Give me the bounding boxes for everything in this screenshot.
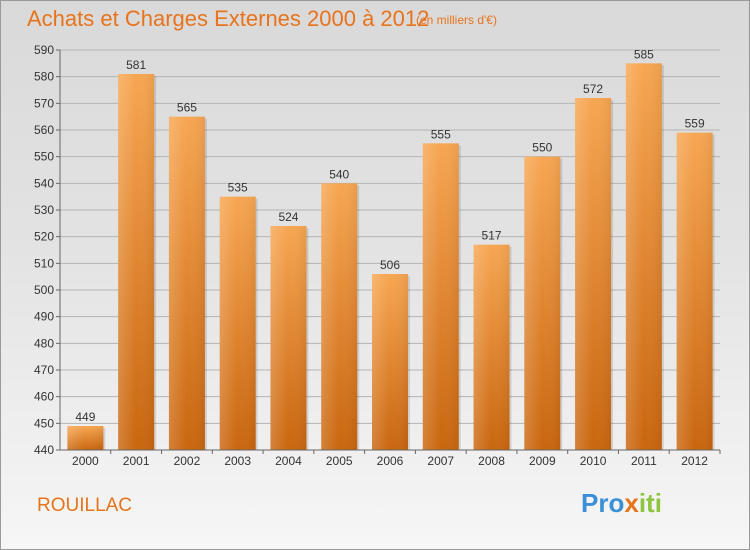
data-label: 581	[126, 58, 146, 72]
data-label: 517	[482, 229, 502, 243]
chart-subtitle: (en milliers d'€)	[416, 13, 497, 27]
axis-layer: 440 450 460 470 480 490 500 510 520 530 540 550 560 5…	[34, 43, 721, 468]
bar-shine	[321, 183, 358, 451]
y-tick-label: 490	[34, 310, 54, 324]
data-label: 449	[75, 410, 95, 424]
y-tick-label: 570	[34, 96, 54, 110]
bar-shine	[219, 196, 256, 450]
labels-layer: 449 581 565 535 524 540 506 555 517 550 572 585 559	[75, 47, 705, 424]
chart-title: Achats et Charges Externes 2000 à 2012	[27, 6, 430, 31]
bars-layer	[67, 63, 715, 451]
y-tick-label: 500	[34, 283, 54, 297]
x-tick-label: 2012	[681, 454, 708, 468]
y-tick-label: 470	[34, 363, 54, 377]
bar-shine	[676, 132, 713, 450]
x-tick-label: 2010	[580, 454, 607, 468]
bar-shine	[473, 244, 510, 450]
data-label: 555	[431, 127, 451, 141]
data-label: 572	[583, 82, 603, 96]
x-tick-label: 2008	[478, 454, 505, 468]
bar-shine	[67, 426, 104, 450]
bar-shine	[118, 74, 155, 450]
bar-shine	[422, 143, 459, 451]
x-tick-label: 2000	[72, 454, 99, 468]
y-tick-label: 560	[34, 123, 54, 137]
y-tick-label: 440	[34, 443, 54, 457]
y-tick-label: 520	[34, 230, 54, 244]
y-tick-label: 460	[34, 390, 54, 404]
bar-shine	[270, 226, 307, 450]
data-label: 565	[177, 101, 197, 115]
bar-shine	[524, 156, 561, 450]
commune-name: ROUILLAC	[37, 495, 133, 516]
x-tick-label: 2004	[275, 454, 302, 468]
bar-shine	[372, 274, 408, 450]
data-label: 559	[685, 117, 705, 131]
data-label: 524	[278, 210, 298, 224]
data-label: 550	[532, 141, 552, 155]
bar-shine	[168, 116, 205, 451]
bar-shine	[575, 98, 612, 450]
proxiti-logo[interactable]: Proxiti	[581, 488, 662, 518]
y-tick-label: 590	[34, 43, 54, 57]
data-label: 535	[228, 181, 248, 195]
data-label: 540	[329, 167, 349, 181]
y-tick-label: 540	[34, 176, 54, 190]
x-tick-label: 2007	[427, 454, 454, 468]
x-tick-label: 2009	[529, 454, 556, 468]
bar-shine	[625, 63, 662, 450]
y-tick-label: 450	[34, 416, 54, 430]
y-tick-label: 580	[34, 70, 54, 84]
data-label: 506	[380, 258, 400, 272]
x-tick-label: 2003	[224, 454, 251, 468]
y-tick-label: 510	[34, 256, 54, 270]
data-label: 585	[634, 47, 654, 61]
y-tick-label: 550	[34, 150, 54, 164]
x-tick-label: 2006	[377, 454, 404, 468]
x-tick-label: 2005	[326, 454, 353, 468]
y-tick-label: 530	[34, 203, 54, 217]
x-tick-label: 2011	[631, 454, 657, 468]
x-tick-label: 2002	[174, 454, 201, 468]
x-tick-label: 2001	[123, 454, 150, 468]
y-tick-label: 480	[34, 336, 54, 350]
